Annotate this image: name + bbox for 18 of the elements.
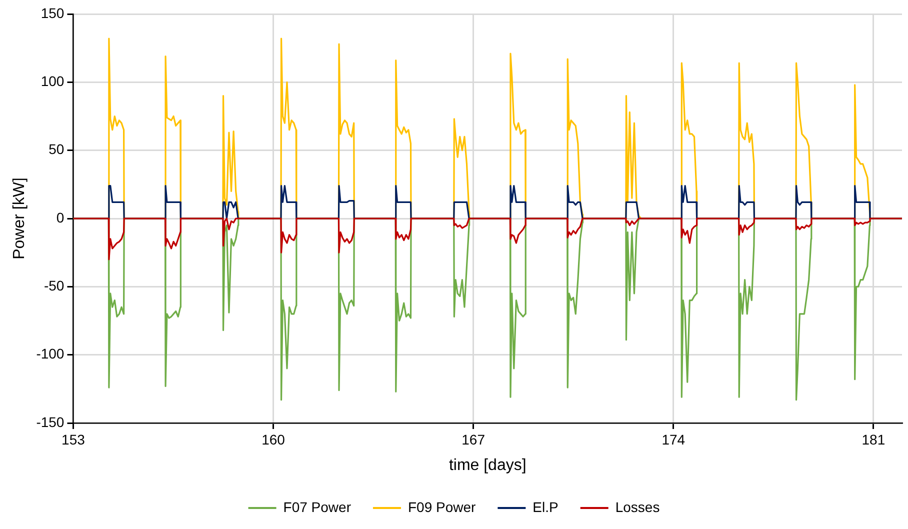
y-tick-label: -150 — [36, 414, 64, 430]
y-tick-label: 150 — [40, 4, 64, 21]
x-tick-label: 167 — [462, 431, 486, 448]
y-tick-label: 50 — [48, 141, 64, 158]
x-tick-label: 181 — [862, 431, 886, 448]
legend-label: F07 Power — [283, 498, 352, 515]
legend-label: F09 Power — [408, 498, 476, 515]
x-tick-label: 160 — [262, 431, 286, 448]
y-axis-title: Power [kW] — [11, 178, 28, 260]
y-tick-label: -100 — [36, 346, 64, 362]
x-axis-title: time [days] — [448, 456, 526, 474]
legend-label: El.P — [532, 498, 558, 515]
x-tick-label: 153 — [62, 431, 86, 448]
y-tick-label: -50 — [44, 278, 64, 294]
y-tick-label: 100 — [40, 73, 64, 90]
x-tick-label: 174 — [662, 431, 686, 448]
legend-label: Losses — [615, 498, 660, 515]
y-tick-label: 0 — [56, 209, 64, 226]
